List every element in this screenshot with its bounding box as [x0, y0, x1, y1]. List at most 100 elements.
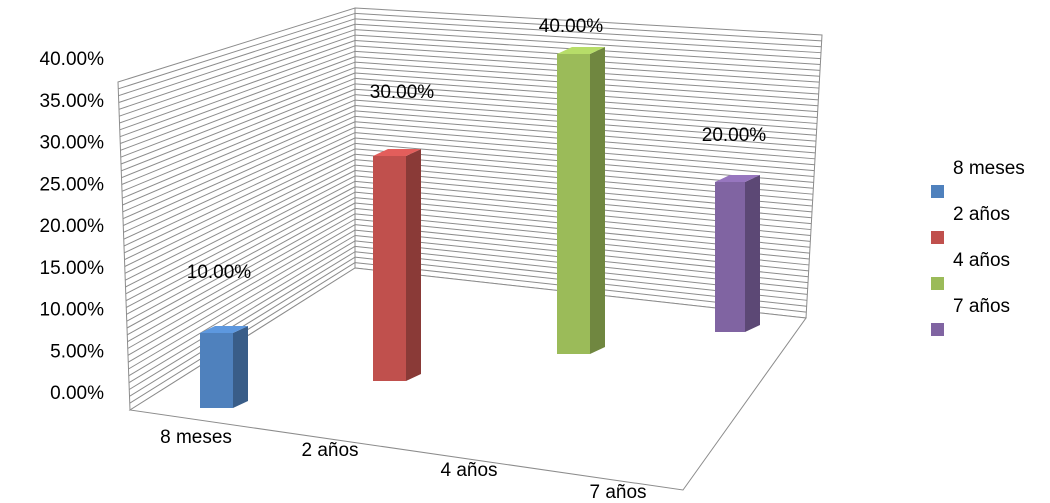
bar	[373, 149, 421, 381]
side-gridline	[125, 175, 356, 295]
x-axis: 8 meses 2 años 4 años 7 años	[160, 427, 646, 503]
floor-panel	[128, 267, 807, 491]
y-tick-label: 15.00%	[40, 258, 105, 279]
bars	[200, 47, 760, 408]
legend-label: 8 meses	[953, 158, 1025, 179]
y-tick-label: 30.00%	[40, 133, 105, 154]
side-wall	[117, 7, 356, 411]
side-gridline	[122, 110, 356, 213]
side-gridline	[126, 191, 356, 315]
side-gridline	[118, 18, 356, 97]
side-gridline	[124, 148, 356, 261]
x-category-label: 8 meses	[160, 427, 232, 448]
side-gridline	[124, 142, 356, 254]
side-gridline	[121, 88, 356, 185]
bar-top-face	[373, 149, 421, 156]
side-gridline	[127, 224, 356, 356]
side-gridline	[121, 83, 356, 179]
side-gridline	[120, 61, 356, 151]
side-gridline	[123, 121, 356, 226]
legend-swatch	[931, 231, 944, 244]
legend-swatch	[931, 323, 944, 336]
side-gridline	[118, 23, 356, 103]
bar-top-face	[200, 326, 248, 333]
side-gridline	[119, 50, 356, 138]
side-gridline	[128, 251, 356, 390]
bar-front-face	[200, 333, 233, 408]
y-axis: 0.00% 5.00% 10.00% 15.00% 20.00% 25.00% 30.00%…	[40, 49, 105, 404]
side-gridline	[124, 153, 356, 267]
side-gridline	[121, 77, 356, 172]
side-gridline	[120, 72, 356, 165]
side-gridline	[119, 40, 356, 124]
legend: 8 meses 2 años 4 años 7 años	[931, 158, 1025, 336]
bar-front-face	[715, 182, 745, 332]
bar-side-face	[590, 47, 605, 354]
side-gridline	[128, 240, 356, 377]
side-wall-gridlines	[118, 12, 356, 404]
x-category-label: 4 años	[440, 460, 497, 481]
side-gridline	[118, 29, 356, 110]
data-label: 20.00%	[702, 125, 767, 146]
y-tick-label: 0.00%	[50, 383, 104, 404]
side-gridline	[123, 126, 356, 233]
floor	[128, 267, 807, 491]
side-gridline	[122, 99, 356, 199]
side-gridline	[123, 132, 356, 240]
side-gridline	[127, 213, 356, 343]
side-gridline	[128, 245, 356, 384]
bar-side-face	[745, 175, 760, 332]
data-labels: 10.00% 30.00% 40.00% 20.00%	[187, 16, 767, 283]
side-gridline	[123, 137, 356, 247]
side-gridline	[125, 164, 356, 281]
x-category-label: 7 años	[589, 482, 646, 503]
bar-front-face	[373, 156, 406, 381]
legend-label: 4 años	[953, 250, 1010, 271]
side-gridline	[126, 202, 356, 329]
side-gridline	[126, 197, 356, 322]
y-tick-label: 10.00%	[40, 300, 105, 321]
data-label: 40.00%	[539, 16, 604, 37]
y-tick-label: 25.00%	[40, 174, 105, 195]
bar-top-face	[715, 175, 760, 182]
legend-swatch	[931, 185, 944, 198]
bar-top-face	[557, 47, 605, 54]
side-gridline	[125, 180, 356, 302]
y-tick-label: 5.00%	[50, 341, 104, 362]
data-label: 30.00%	[370, 82, 435, 103]
back-gridline	[354, 29, 821, 60]
legend-label: 2 años	[953, 204, 1010, 225]
y-tick-label: 20.00%	[40, 216, 105, 237]
side-gridline	[119, 45, 356, 131]
side-gridline	[122, 115, 356, 220]
bar	[715, 175, 760, 332]
legend-swatch	[931, 277, 944, 290]
side-gridline	[127, 218, 356, 349]
y-tick-label: 35.00%	[40, 91, 105, 112]
side-gridline	[118, 12, 356, 90]
side-gridline	[125, 170, 356, 288]
side-gridline	[122, 105, 356, 206]
side-gridline	[124, 159, 356, 274]
side-gridline	[126, 186, 356, 308]
side-gridline	[120, 56, 356, 144]
bar	[557, 47, 605, 354]
side-gridline	[127, 207, 356, 336]
data-label: 10.00%	[187, 262, 252, 283]
side-gridline	[120, 67, 356, 158]
y-tick-label: 40.00%	[40, 49, 105, 70]
bar	[200, 326, 248, 408]
side-gridline	[127, 229, 356, 363]
x-category-label: 2 años	[301, 440, 358, 461]
back-gridline	[354, 23, 822, 54]
bar-side-face	[406, 149, 421, 381]
back-gridline	[354, 18, 822, 48]
back-gridline	[354, 12, 822, 42]
side-gridline	[121, 94, 356, 192]
bar-side-face	[233, 326, 248, 408]
legend-label: 7 años	[953, 296, 1010, 317]
side-gridline	[128, 235, 356, 370]
bar-front-face	[557, 54, 590, 354]
side-gridline	[119, 34, 356, 117]
